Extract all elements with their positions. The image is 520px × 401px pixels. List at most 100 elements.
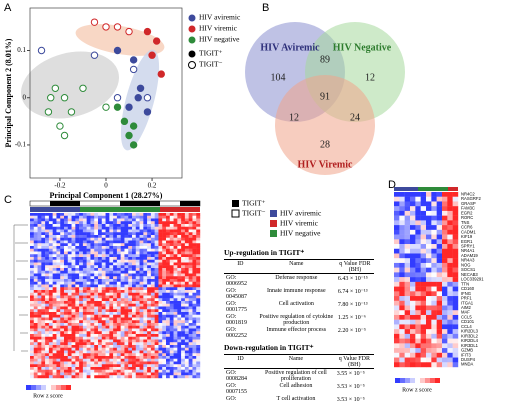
heatmap-cell xyxy=(71,298,76,302)
heatmap-cell xyxy=(94,336,99,340)
heatmap-cell xyxy=(124,295,129,299)
heatmap-cell xyxy=(415,305,421,311)
heatmap-cell xyxy=(45,328,50,332)
heatmap-cell xyxy=(90,367,95,370)
heatmap-cell xyxy=(33,372,38,376)
heatmap-cell xyxy=(177,336,182,340)
color-key xyxy=(405,378,410,383)
heatmap-cell xyxy=(181,213,186,216)
heatmap-cell xyxy=(135,259,140,263)
legend-label: TIGIT⁻ xyxy=(242,209,266,218)
heatmap-cell xyxy=(109,215,114,219)
table-cell: Immune effector process xyxy=(266,326,327,333)
heatmap-cell xyxy=(109,303,114,307)
heatmap-cell xyxy=(139,325,144,329)
heatmap-cell xyxy=(113,229,118,233)
heatmap-cell xyxy=(177,356,182,359)
table-cell: 2.20 × 10⁻⁵ xyxy=(337,327,366,334)
header-cell: ID xyxy=(224,354,258,369)
heatmap-cell xyxy=(188,254,193,258)
heatmap-cell xyxy=(113,248,118,252)
heatmap-cell xyxy=(436,229,443,235)
heatmap-cell xyxy=(90,375,95,379)
heatmap-cell xyxy=(120,298,125,302)
heatmap-cell xyxy=(86,375,91,379)
heatmap-cell xyxy=(37,301,42,304)
heatmap-cell xyxy=(154,240,159,244)
table-cell: Cell activation xyxy=(278,300,314,307)
heatmap-cell xyxy=(447,338,453,344)
heatmap-cell xyxy=(132,375,136,379)
heatmap-cell xyxy=(94,347,99,351)
heatmap-cell xyxy=(169,331,174,335)
heatmap-cell xyxy=(41,292,46,296)
heatmap-cell xyxy=(431,196,437,202)
heatmap-cell xyxy=(150,218,155,222)
heatmap-cell xyxy=(128,229,133,233)
heatmap-cell xyxy=(162,312,167,315)
heatmap-cell xyxy=(420,244,427,249)
data-point xyxy=(79,84,87,92)
heatmap-cell xyxy=(147,306,152,310)
heatmap-cell xyxy=(48,364,53,368)
heatmap-cell xyxy=(98,265,102,269)
heatmap-cell xyxy=(120,232,125,236)
heatmap-cell xyxy=(150,364,155,368)
heatmap-cell xyxy=(79,358,84,362)
heatmap-cell xyxy=(452,348,459,354)
heatmap-cell xyxy=(64,309,68,313)
heatmap-cell xyxy=(113,265,118,269)
heatmap-cell xyxy=(143,312,148,315)
heatmap-cell xyxy=(56,257,61,260)
heatmap-cell xyxy=(37,356,42,359)
heatmap-cell xyxy=(132,350,136,354)
heatmap-cell xyxy=(132,369,136,373)
heatmap-cell xyxy=(192,372,197,376)
heatmap-cell xyxy=(33,221,38,225)
heatmap-cell xyxy=(109,342,114,346)
heatmap-cell xyxy=(173,237,178,241)
heatmap-cell xyxy=(415,338,421,344)
heatmap-cell xyxy=(124,331,129,335)
heatmap-cell xyxy=(166,268,170,271)
heatmap-cell xyxy=(166,251,170,255)
heatmap-cell xyxy=(184,251,189,255)
header-cell: Name xyxy=(257,354,335,369)
heatmap-cell xyxy=(75,342,80,346)
heatmap-cell xyxy=(420,348,427,354)
heatmap-cell xyxy=(181,345,186,348)
heatmap-cell xyxy=(166,287,170,291)
data-point xyxy=(90,51,99,59)
heatmap-cell xyxy=(37,334,42,337)
heatmap-cell xyxy=(128,331,133,335)
heatmap-cell xyxy=(94,281,99,285)
heatmap-cell xyxy=(101,268,106,271)
heatmap-cell xyxy=(120,356,125,359)
heatmap-cell xyxy=(169,372,174,376)
heatmap-cell xyxy=(452,296,459,301)
heatmap-cell xyxy=(410,362,416,368)
heatmap-cell xyxy=(162,323,167,326)
heatmap-cell xyxy=(188,350,193,354)
heatmap-cell xyxy=(124,336,129,340)
gene-label: EGR1 xyxy=(461,239,473,244)
heatmap-cell xyxy=(426,225,432,231)
heatmap-cell xyxy=(139,303,144,307)
heatmap-cell xyxy=(120,306,125,310)
heatmap-cell xyxy=(67,361,72,365)
heatmap-cell xyxy=(196,215,201,219)
heatmap-cell xyxy=(82,257,87,260)
heatmap-cell xyxy=(181,328,186,332)
heatmap-cell xyxy=(166,215,170,219)
heatmap-cell xyxy=(33,358,38,362)
heatmap-cell xyxy=(86,295,91,299)
heatmap-cell xyxy=(56,314,61,318)
heatmap-cell xyxy=(109,372,114,376)
heatmap-cell xyxy=(45,270,50,274)
heatmap-cell xyxy=(120,251,125,255)
heatmap-cell xyxy=(162,273,167,277)
heatmap-cell xyxy=(113,221,118,225)
heatmap-cell xyxy=(143,276,148,280)
heatmap-cell xyxy=(188,336,193,340)
heatmap-cell xyxy=(399,192,405,197)
